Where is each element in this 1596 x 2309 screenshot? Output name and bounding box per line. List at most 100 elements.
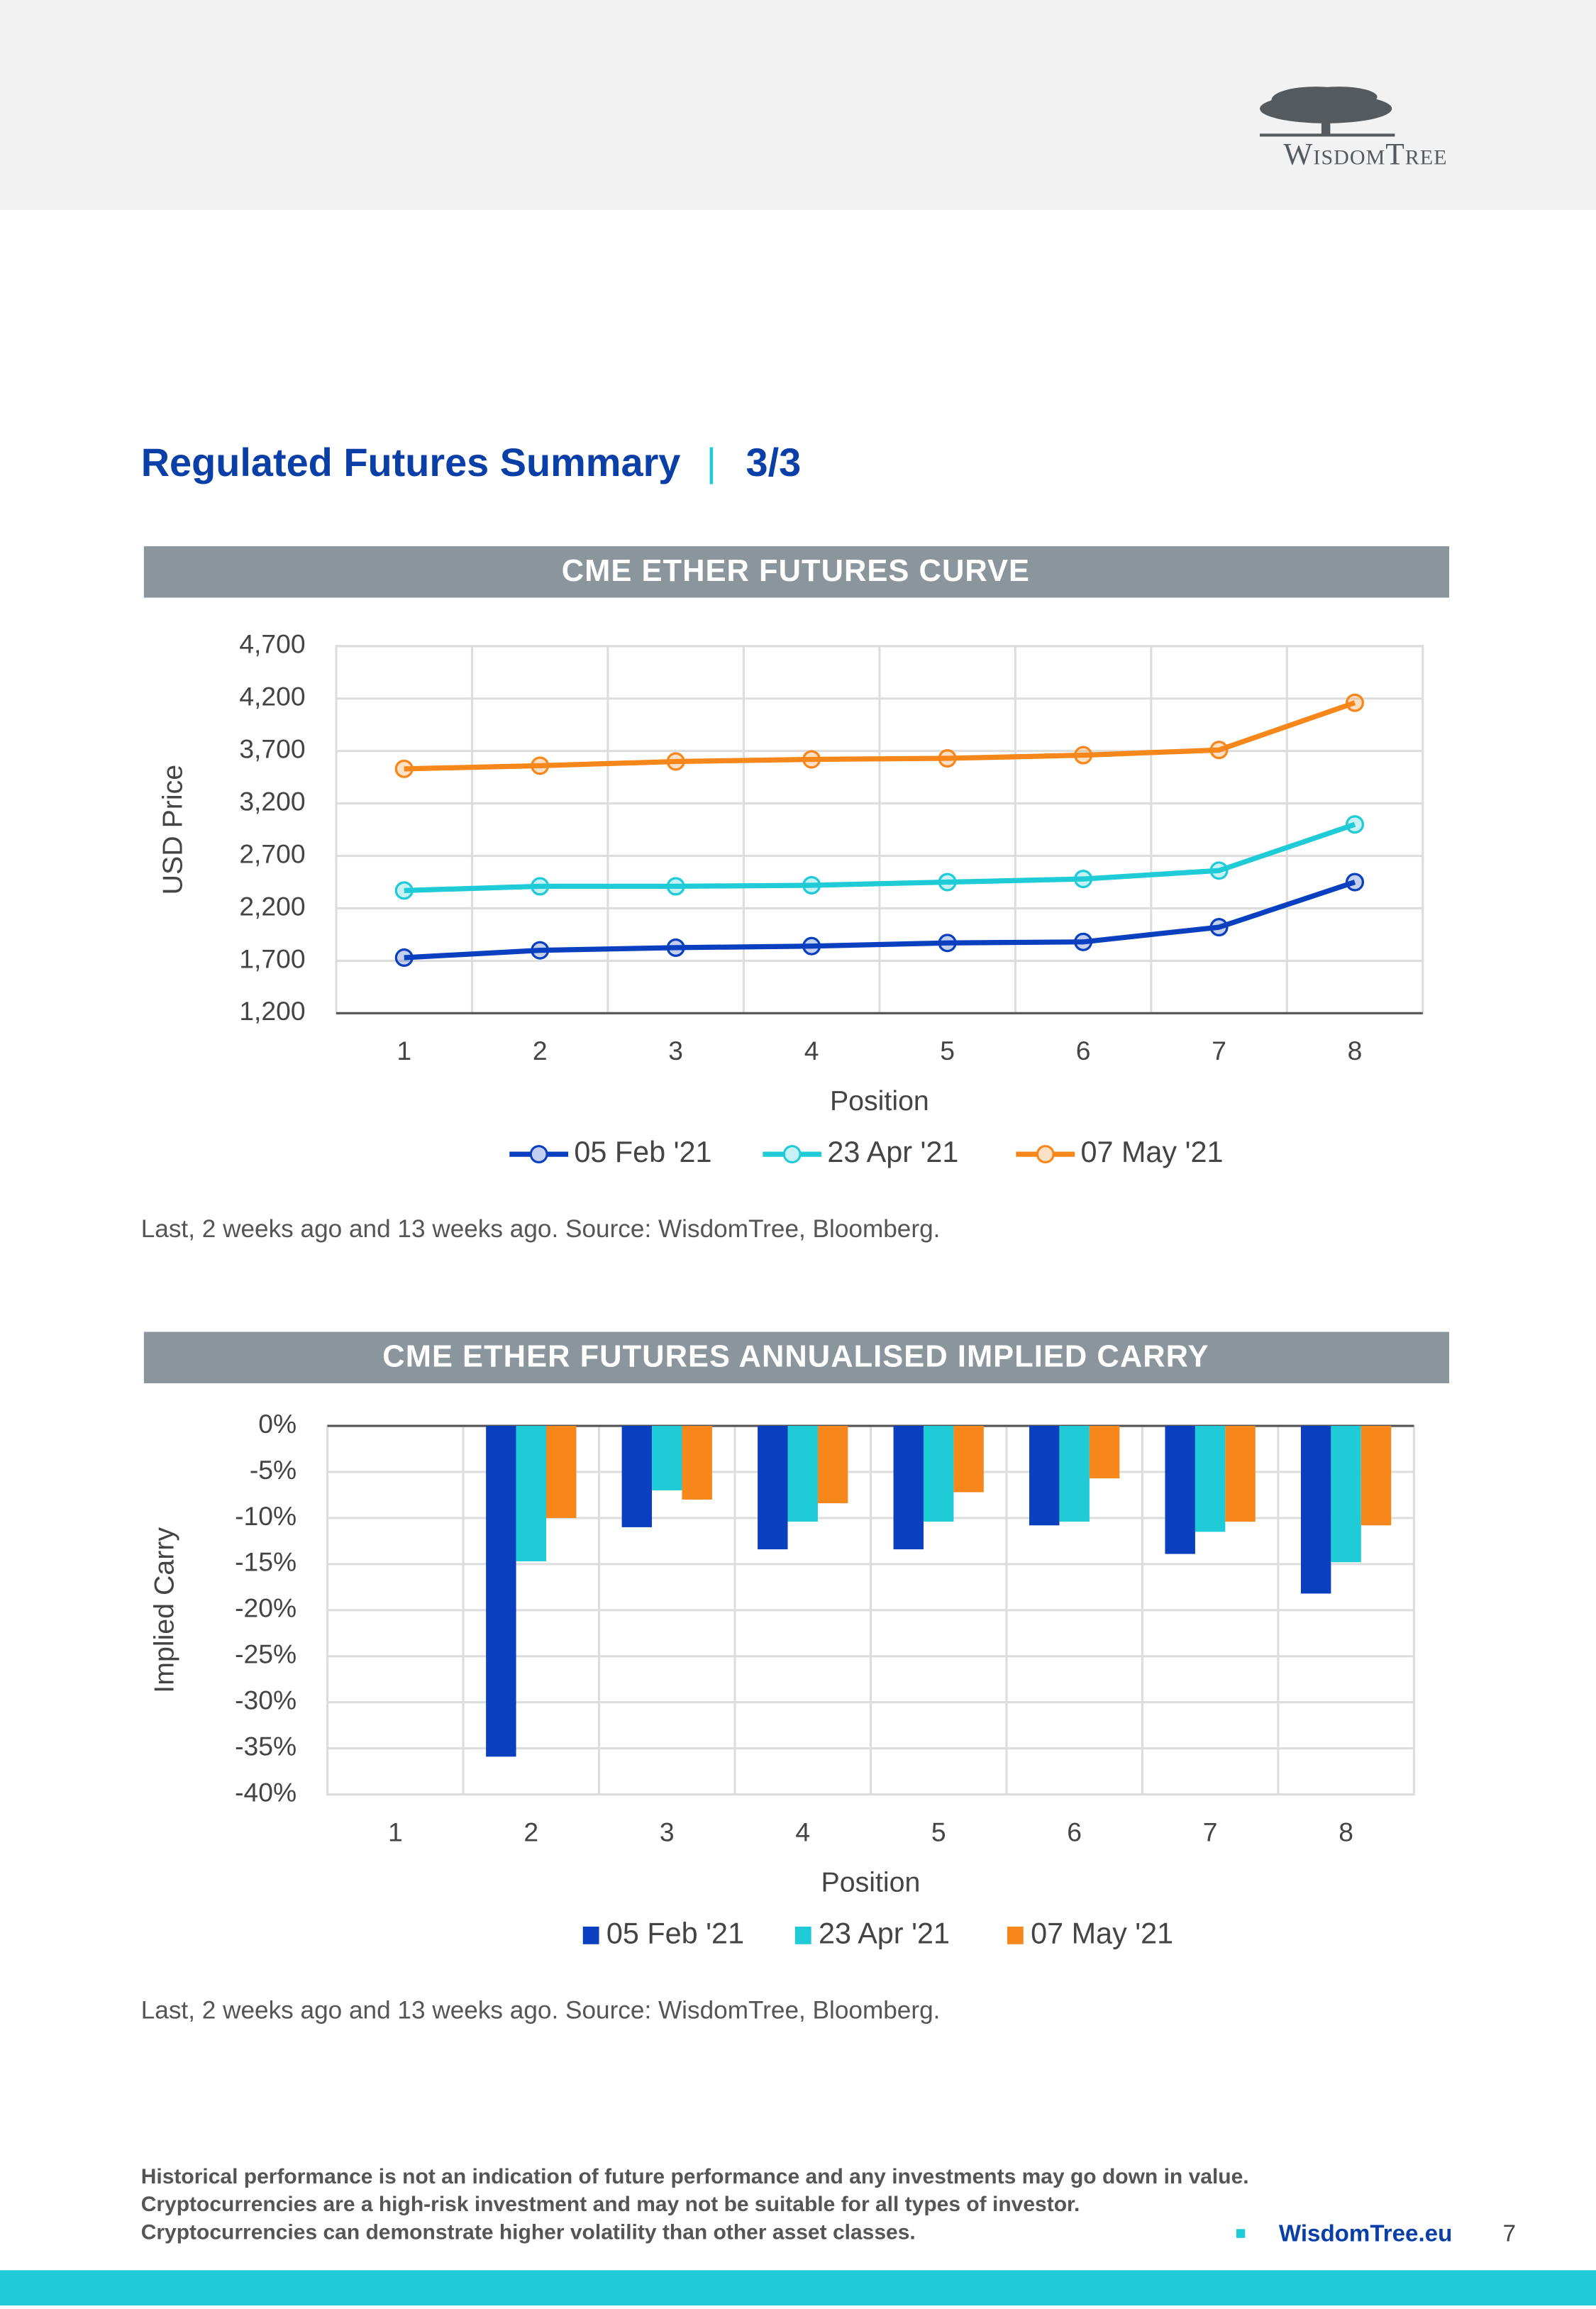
data-point-ring <box>802 750 821 769</box>
y-axis-title: Implied Carry <box>148 1527 179 1693</box>
x-tick-label: 2 <box>523 1817 538 1846</box>
legend-marker <box>782 1145 802 1164</box>
page-title: Regulated Futures Summary <box>141 440 681 484</box>
bar <box>1165 1426 1195 1554</box>
page-part: 3/3 <box>746 440 802 484</box>
legend-marker <box>1036 1145 1055 1164</box>
x-tick-label: 7 <box>1203 1817 1218 1846</box>
x-tick-label: 8 <box>1348 1036 1363 1065</box>
series-line <box>404 880 1356 960</box>
legend-label: 05 Feb '21 <box>574 1136 711 1168</box>
bar <box>516 1426 547 1561</box>
data-point-ring <box>802 936 821 956</box>
y-tick-label: -5% <box>250 1455 297 1485</box>
y-tick-label: -25% <box>235 1639 297 1669</box>
legend-label: 07 May '21 <box>1080 1136 1223 1168</box>
y-tick-label: 2,200 <box>239 891 305 921</box>
bar <box>621 1426 653 1527</box>
logo-tree <box>1259 87 1395 137</box>
legend-marker <box>529 1145 548 1164</box>
bar <box>787 1426 818 1522</box>
y-tick-label: 1,200 <box>239 996 305 1026</box>
series-line <box>404 821 1356 893</box>
y-axis-title: USD Price <box>157 765 189 895</box>
bar <box>1225 1426 1256 1522</box>
footer-website[interactable]: WisdomTree.eu <box>1279 2220 1452 2247</box>
series-line <box>404 700 1356 772</box>
page-number: 7 <box>1503 2220 1516 2247</box>
y-tick-label: -15% <box>235 1547 297 1577</box>
legend-label: 05 Feb '21 <box>606 1917 744 1949</box>
chart-title: CME ETHER FUTURES CURVE <box>562 554 1030 588</box>
x-tick-label: 1 <box>397 1036 411 1065</box>
x-tick-label: 2 <box>533 1036 548 1065</box>
data-point-ring <box>802 876 821 895</box>
legend-label: 23 Apr '21 <box>819 1917 950 1949</box>
data-point-ring <box>1346 815 1364 834</box>
data-point-ring <box>1209 741 1229 760</box>
x-axis-title: Position <box>830 1085 929 1117</box>
x-tick-label: 4 <box>804 1036 819 1065</box>
x-tick-label: 6 <box>1067 1817 1082 1846</box>
data-point-ring <box>394 759 414 778</box>
y-tick-label: -35% <box>235 1732 297 1761</box>
bar <box>1331 1426 1361 1563</box>
data-point-ring <box>1346 693 1364 712</box>
disclaimer-line: Cryptocurrencies are a high-risk investm… <box>141 2193 1080 2216</box>
x-axis-title: Position <box>821 1866 921 1898</box>
y-tick-label: 3,200 <box>239 786 305 816</box>
chart-note: Last, 2 weeks ago and 13 weeks ago. Sour… <box>141 1215 941 1243</box>
data-point-ring <box>1074 932 1093 951</box>
title-divider: | <box>706 440 717 484</box>
legend-label: 23 Apr '21 <box>827 1136 958 1168</box>
bar <box>1089 1426 1120 1479</box>
data-point-ring <box>666 877 685 896</box>
y-tick-label: 1,700 <box>239 943 305 973</box>
bar <box>953 1426 984 1493</box>
data-point-ring <box>531 877 550 896</box>
legend-marker-fill <box>531 1146 548 1163</box>
y-tick-label: 3,700 <box>239 734 305 764</box>
legend-marker-fill <box>784 1146 801 1163</box>
y-tick-label: -20% <box>235 1593 297 1623</box>
data-point-ring <box>938 934 957 953</box>
data-point-ring <box>394 948 414 967</box>
legend-label: 07 May '21 <box>1031 1917 1173 1949</box>
data-point-ring <box>1346 873 1364 892</box>
bar <box>1300 1426 1331 1594</box>
data-point-ring <box>531 941 550 960</box>
data-point-ring <box>666 938 685 957</box>
y-tick-label: 0% <box>258 1409 297 1439</box>
bar <box>893 1426 924 1550</box>
y-tick-label: -40% <box>235 1777 297 1807</box>
data-point-ring <box>1209 861 1229 880</box>
bar <box>1361 1426 1392 1526</box>
x-tick-label: 3 <box>660 1817 675 1846</box>
x-tick-label: 5 <box>931 1817 946 1846</box>
footer-bullet <box>1236 2229 1246 2238</box>
disclaimer-line: Historical performance is not an indicat… <box>141 2165 1249 2188</box>
data-point-ring <box>1074 870 1093 889</box>
data-point-ring <box>938 873 957 892</box>
y-tick-label: -10% <box>235 1501 297 1531</box>
bar <box>1195 1426 1226 1532</box>
data-point-ring <box>666 752 685 771</box>
bar <box>817 1426 848 1504</box>
y-tick-label: -30% <box>235 1685 297 1715</box>
bar <box>923 1426 954 1522</box>
legend-swatch <box>582 1926 599 1944</box>
bar <box>1059 1426 1090 1522</box>
logo-text: WisdomTree <box>1283 137 1447 171</box>
x-tick-label: 4 <box>795 1817 810 1846</box>
data-point-ring <box>531 756 550 775</box>
legend-swatch <box>794 1926 811 1944</box>
x-tick-label: 8 <box>1339 1817 1353 1846</box>
disclaimer-line: Cryptocurrencies can demonstrate higher … <box>141 2220 916 2244</box>
bar <box>1029 1426 1060 1526</box>
y-tick-label: 2,700 <box>239 838 305 868</box>
data-point-ring <box>394 881 414 900</box>
x-tick-label: 7 <box>1212 1036 1226 1065</box>
chart-note: Last, 2 weeks ago and 13 weeks ago. Sour… <box>141 1996 941 2024</box>
